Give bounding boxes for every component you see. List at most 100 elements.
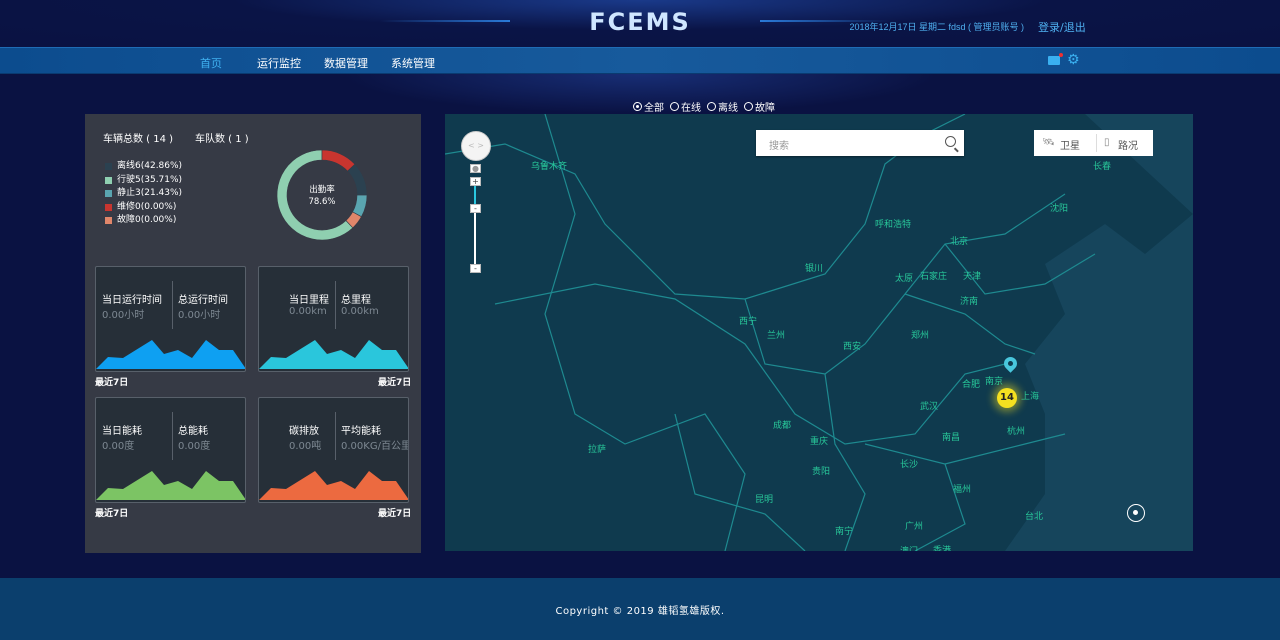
city-label: 拉萨 bbox=[588, 445, 607, 455]
city-label: 天津 bbox=[963, 272, 982, 282]
filter-online[interactable]: 在线 bbox=[670, 99, 701, 114]
divider bbox=[335, 281, 336, 329]
city-label: 呼和浩特 bbox=[875, 220, 912, 230]
donut-value: 78.6% bbox=[308, 197, 335, 207]
header: FCEMS 2018年12月17日 星期二 fdsd ( 管理员账号 ) 登录/… bbox=[0, 0, 1280, 47]
city-label: 合肥 bbox=[962, 380, 981, 390]
city-label: 北京 bbox=[950, 237, 969, 247]
stat-label: 当日运行时间 bbox=[102, 295, 162, 306]
zoom-slider[interactable] bbox=[474, 178, 476, 268]
city-label: 西宁 bbox=[739, 317, 758, 327]
status-filter: 全部 在线 离线 故障 bbox=[633, 99, 775, 114]
stat-value: 0.00km bbox=[289, 306, 327, 317]
sparkline bbox=[96, 340, 245, 369]
sparkline bbox=[259, 471, 408, 500]
stat-label: 当日能耗 bbox=[102, 426, 142, 437]
sparkline-area bbox=[259, 340, 408, 369]
city-label: 广州 bbox=[905, 522, 924, 532]
radio-icon bbox=[707, 102, 716, 111]
filter-fault[interactable]: 故障 bbox=[744, 99, 775, 114]
stat-label: 当日里程 bbox=[289, 295, 329, 306]
status-legend: 离线6(42.86%) 行驶5(35.71%) 静止3(21.43%) 维修0(0.0… bbox=[105, 160, 182, 228]
satellite-icon: 🛰 bbox=[1042, 137, 1055, 148]
mail-icon[interactable] bbox=[1048, 53, 1063, 65]
city-label: 长沙 bbox=[900, 460, 919, 470]
city-label: 南京 bbox=[985, 377, 1004, 387]
zoom-handle[interactable]: - bbox=[470, 204, 481, 213]
summary-panel: 车辆总数 ( 14 ) 车队数 ( 1 ) 离线6(42.86%) 行驶5(35.… bbox=[85, 114, 421, 553]
fleet-count: 车队数 ( 1 ) bbox=[195, 134, 249, 145]
stat-card: 当日里程 0.00km 总里程 0.00km bbox=[258, 266, 409, 372]
vehicle-cluster[interactable]: 14 bbox=[997, 388, 1017, 408]
nav-item-data-management[interactable]: 数据管理 bbox=[324, 57, 368, 70]
stat-label: 碳排放 bbox=[289, 426, 319, 437]
city-label: 福州 bbox=[953, 485, 972, 495]
legend-swatch bbox=[105, 190, 112, 198]
legend-label: 维修0(0.00%) bbox=[117, 201, 177, 212]
city-label: 乌鲁木齐 bbox=[531, 162, 568, 172]
legend-swatch bbox=[105, 176, 112, 184]
legend-item: 静止3(21.43%) bbox=[105, 187, 182, 201]
donut-segment bbox=[352, 194, 368, 218]
city-label: 银川 bbox=[805, 264, 824, 274]
city-label: 济南 bbox=[960, 297, 979, 307]
legend-item: 故障0(0.00%) bbox=[105, 214, 182, 228]
nav-item-system-management[interactable]: 系统管理 bbox=[391, 57, 435, 70]
pan-control[interactable]: < > bbox=[461, 131, 491, 161]
legend-item: 维修0(0.00%) bbox=[105, 201, 182, 215]
stat-label: 总里程 bbox=[341, 295, 371, 306]
filter-label: 故障 bbox=[755, 103, 775, 114]
map-view[interactable]: 乌鲁木齐哈尔滨长春沈阳呼和浩特北京银川太原石家庄天津济南西宁兰州郑州西安合肥南京… bbox=[445, 114, 1193, 551]
recent-7-days-label: 最近7日 bbox=[378, 509, 412, 519]
city-label: 武汉 bbox=[920, 402, 939, 412]
locate-icon[interactable] bbox=[1127, 504, 1145, 522]
radio-icon bbox=[633, 102, 642, 111]
donut-title: 出勤率 bbox=[309, 184, 335, 195]
satellite-button[interactable]: 卫星 bbox=[1060, 141, 1080, 152]
map-boundaries bbox=[445, 114, 1193, 551]
traffic-icon: ▯ bbox=[1104, 137, 1110, 148]
recent-7-days-label: 最近7日 bbox=[378, 378, 412, 388]
legend-item: 离线6(42.86%) bbox=[105, 160, 182, 174]
city-label: 南宁 bbox=[835, 527, 854, 537]
filter-all[interactable]: 全部 bbox=[633, 99, 664, 114]
divider bbox=[335, 412, 336, 460]
stat-value: 0.00小时 bbox=[178, 310, 221, 321]
divider bbox=[172, 281, 173, 329]
zoom-in-button[interactable]: + bbox=[470, 177, 481, 186]
stat-card: 当日能耗 0.00度 总能耗 0.00度 bbox=[95, 397, 246, 503]
city-label: 昆明 bbox=[755, 495, 774, 505]
city-label: 沈阳 bbox=[1050, 204, 1069, 214]
map-search-input[interactable]: 搜索 bbox=[756, 130, 964, 156]
legend-label: 离线6(42.86%) bbox=[117, 161, 183, 171]
filter-offline[interactable]: 离线 bbox=[707, 99, 738, 114]
stat-value: 0.00小时 bbox=[102, 310, 145, 321]
gear-icon[interactable]: ⚙ bbox=[1067, 52, 1080, 68]
zoom-out-button[interactable]: - bbox=[470, 264, 481, 273]
legend-item: 行驶5(35.71%) bbox=[105, 174, 182, 188]
city-label: 成都 bbox=[773, 421, 792, 431]
zoom-reset-button[interactable]: ● bbox=[470, 164, 481, 173]
legend-label: 静止3(21.43%) bbox=[117, 188, 183, 198]
nav-item-monitoring[interactable]: 运行监控 bbox=[257, 57, 301, 70]
city-label: 南昌 bbox=[942, 433, 961, 443]
donut-segment bbox=[345, 211, 362, 229]
stat-card: 碳排放 0.00吨 平均能耗 0.00KG/百公里 bbox=[258, 397, 409, 503]
traffic-button[interactable]: 路况 bbox=[1118, 141, 1138, 152]
stat-value: 0.00km bbox=[341, 306, 379, 317]
sparkline bbox=[96, 471, 245, 500]
legend-label: 行驶5(35.71%) bbox=[117, 174, 183, 185]
city-label: 兰州 bbox=[767, 331, 786, 341]
city-label: 香港 bbox=[933, 546, 952, 551]
filter-label: 离线 bbox=[718, 103, 738, 114]
login-logout-link[interactable]: 登录/退出 bbox=[1038, 21, 1086, 34]
donut-segment bbox=[321, 149, 356, 172]
stat-label: 总运行时间 bbox=[178, 295, 228, 306]
footer: Copyright © 2019 雄韬氢雄版权. bbox=[0, 578, 1280, 640]
stat-label: 总能耗 bbox=[178, 426, 208, 437]
radio-icon bbox=[744, 102, 753, 111]
radio-icon bbox=[670, 102, 679, 111]
nav-item-home[interactable]: 首页 bbox=[200, 57, 222, 70]
city-label: 太原 bbox=[895, 274, 914, 284]
search-icon[interactable] bbox=[945, 136, 956, 147]
